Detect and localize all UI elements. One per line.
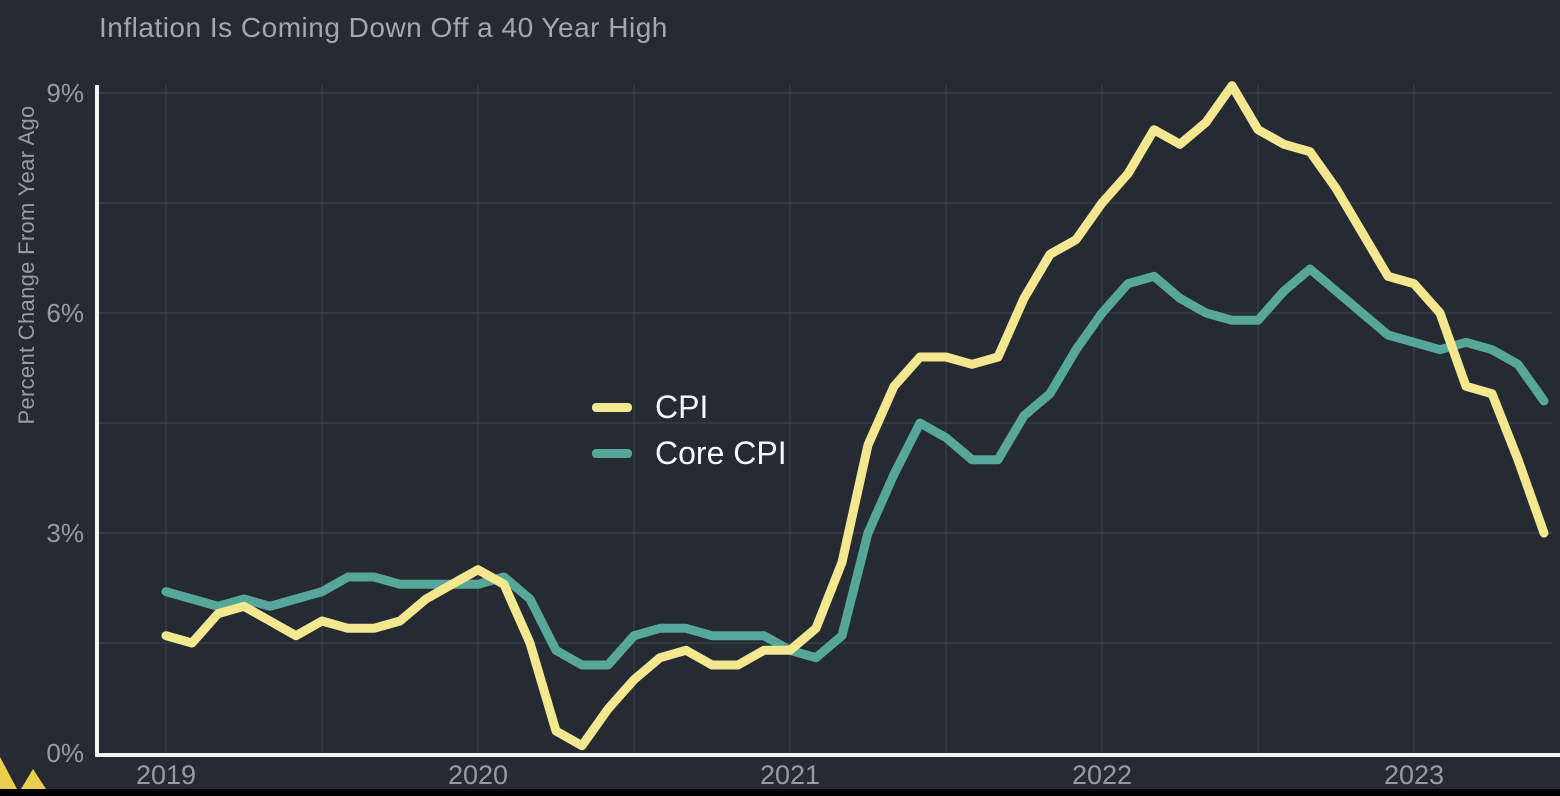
y-tick-label: 9%	[46, 78, 84, 108]
y-axis-line	[95, 85, 99, 757]
legend: CPI Core CPI	[592, 388, 787, 472]
x-axis-line	[95, 753, 1560, 757]
legend-swatch-icon	[592, 402, 632, 412]
legend-item-cpi: CPI	[592, 388, 787, 426]
cpi-line	[161, 81, 1549, 751]
legend-swatch-icon	[592, 448, 632, 458]
x-tick-label: 2022	[1072, 760, 1132, 790]
chart-title: Inflation Is Coming Down Off a 40 Year H…	[99, 12, 668, 43]
y-tick-label: 3%	[46, 518, 84, 548]
x-tick-label: 2019	[136, 760, 196, 790]
legend-label: Core CPI	[655, 434, 787, 471]
y-tick-label: 0%	[46, 738, 84, 768]
x-tick-label: 2021	[760, 760, 820, 790]
y-tick-label: 6%	[46, 298, 84, 328]
bottom-border	[0, 789, 1560, 796]
corner-artifact-icon	[0, 757, 46, 789]
legend-label: CPI	[655, 388, 709, 425]
x-tick-label: 2023	[1384, 760, 1444, 790]
x-tick-label: 2020	[448, 760, 508, 790]
legend-item-core-cpi: Core CPI	[592, 434, 787, 472]
core-cpi-line	[161, 264, 1549, 670]
